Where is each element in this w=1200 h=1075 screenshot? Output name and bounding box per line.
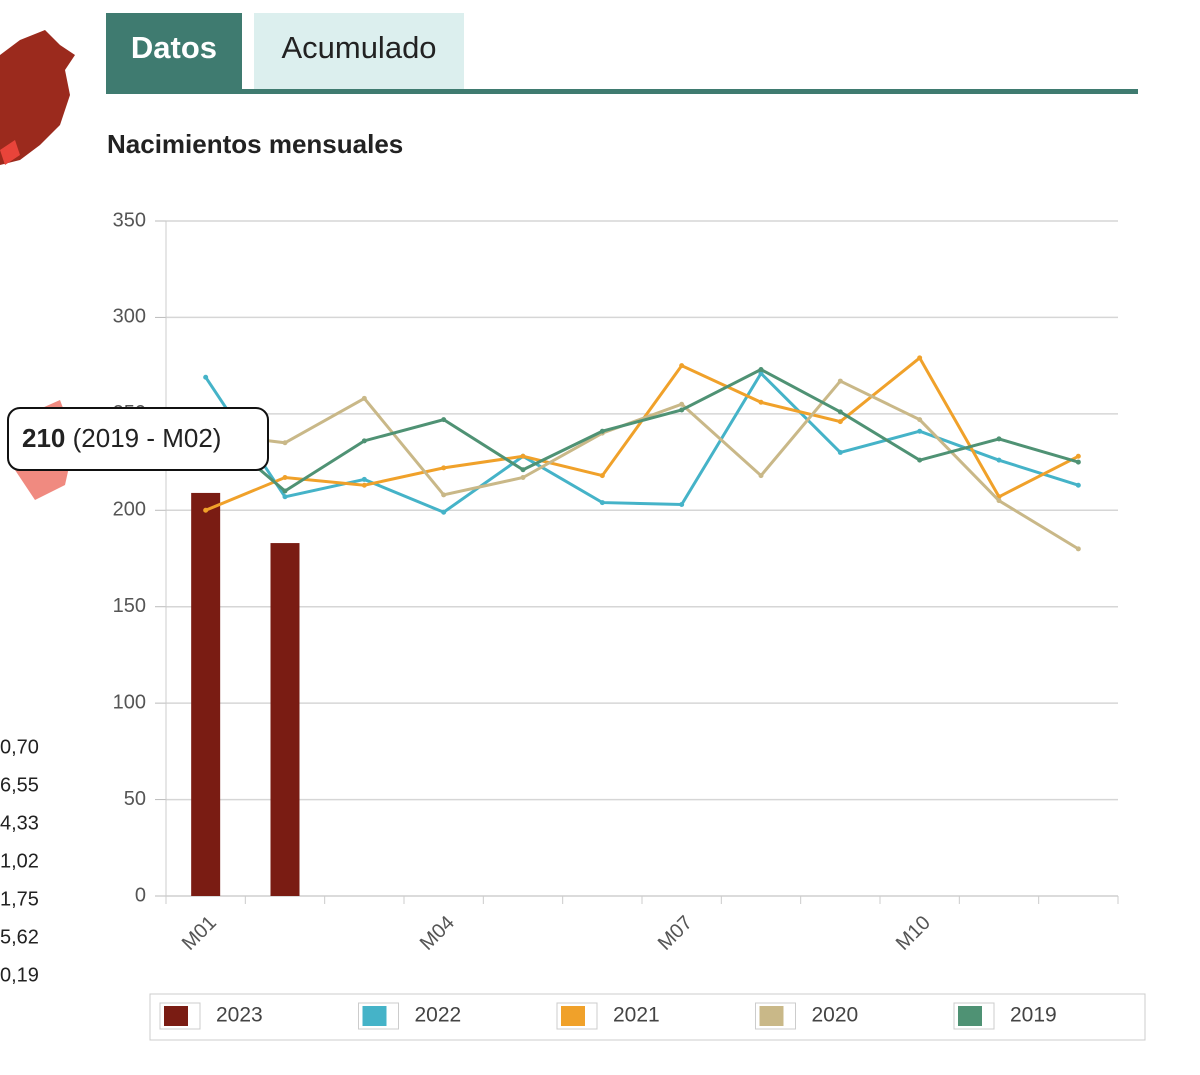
tooltip-value: 210 [22, 423, 65, 453]
point [679, 401, 685, 407]
point [203, 507, 209, 513]
point [441, 509, 447, 515]
point [837, 449, 843, 455]
point [361, 476, 367, 482]
legend-label: 2020 [812, 1004, 859, 1027]
line [204, 367, 1079, 493]
point [996, 498, 1002, 504]
point [1075, 482, 1081, 488]
tab-label[interactable]: Datos [131, 30, 217, 65]
y-tick-label: 50 [124, 788, 146, 810]
point [282, 475, 288, 480]
point [758, 370, 764, 376]
plot: 050100150200250300350M01M04M07M10 [113, 209, 1119, 955]
side-value: 1,75 [0, 888, 39, 910]
point [282, 494, 288, 500]
point [599, 500, 605, 506]
point [441, 465, 447, 471]
legend-color [958, 1006, 982, 1026]
side-values: 0,70 6,55 4,33 1,02 1,75 5,62 0,19 [0, 736, 39, 986]
point [520, 475, 526, 480]
point [758, 367, 764, 372]
y-tick-label: 200 [113, 499, 146, 521]
point [1075, 546, 1081, 552]
side-value: 4,33 [0, 812, 39, 834]
side-value: 0,70 [0, 736, 39, 758]
x-tick-label: M04 [416, 912, 459, 955]
point [758, 399, 764, 405]
legend-color [362, 1006, 387, 1026]
tab-underline [106, 89, 1138, 94]
point [1075, 453, 1081, 459]
y-tick-label: 0 [135, 884, 146, 906]
point [679, 407, 685, 413]
point [599, 473, 605, 479]
side-value: 6,55 [0, 774, 39, 796]
side-value: 1,02 [0, 850, 39, 872]
point [996, 457, 1002, 463]
point [361, 395, 367, 401]
point [837, 378, 843, 384]
line [204, 370, 1079, 514]
tab-active[interactable] [106, 13, 242, 92]
y-tick-label: 100 [113, 691, 146, 713]
y-tick-label: 350 [113, 209, 146, 231]
bar [191, 492, 221, 896]
point [520, 467, 526, 473]
tab-label[interactable]: Acumulado [281, 30, 436, 65]
point [917, 355, 923, 361]
side-value: 0,19 [0, 964, 39, 986]
point [679, 502, 685, 507]
point [758, 473, 764, 479]
tooltip-label: (2019 - M02) [73, 423, 222, 453]
y-tick-label: 300 [113, 306, 146, 328]
point [917, 428, 923, 434]
point [361, 438, 367, 444]
x-tick-label: M07 [654, 912, 697, 955]
point [917, 417, 923, 423]
legend-color [561, 1006, 585, 1026]
legend-label: 2019 [1010, 1004, 1057, 1027]
point [917, 457, 923, 463]
point [441, 417, 447, 423]
line [205, 355, 1080, 512]
legend-label: 2022 [415, 1004, 462, 1027]
point [1075, 459, 1081, 465]
point [361, 482, 367, 488]
bar [270, 543, 300, 896]
x-tick-label: M01 [178, 912, 221, 955]
point [996, 436, 1002, 442]
tab[interactable] [254, 13, 464, 92]
legend-color [164, 1006, 188, 1026]
legend-color [759, 1006, 784, 1026]
map-shape [0, 140, 20, 165]
point [282, 488, 288, 494]
point [520, 453, 526, 459]
side-value: 5,62 [0, 926, 39, 948]
point [837, 419, 843, 425]
x-tick-label: M10 [892, 912, 935, 955]
point [203, 374, 209, 380]
point [282, 440, 288, 446]
legend-label: 2023 [216, 1004, 263, 1027]
map-shape [0, 30, 75, 165]
line [205, 379, 1080, 551]
chart-title: Nacimientos mensuales [107, 129, 403, 159]
legend-label: 2021 [613, 1004, 660, 1027]
legend-items: 2023 2022 2021 2020 2019 [159, 1002, 1057, 1030]
tooltip [7, 407, 269, 471]
point [599, 428, 605, 434]
point [837, 409, 843, 415]
point [441, 492, 447, 498]
tooltip-text: 210 (2019 - M02) [22, 423, 221, 453]
y-tick-label: 150 [113, 595, 146, 617]
point [679, 363, 685, 369]
